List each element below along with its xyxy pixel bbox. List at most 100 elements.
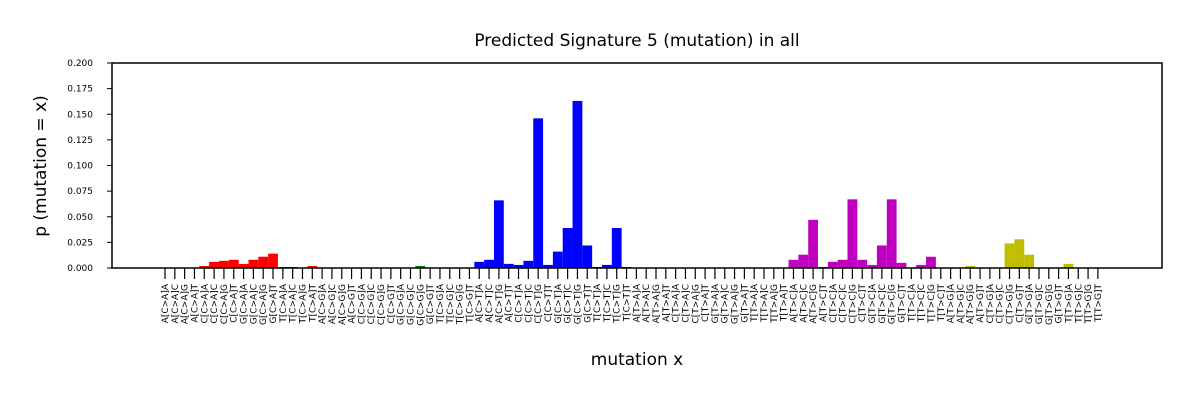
x-tick-label: A[T>C]C [799,284,809,323]
x-tick-label: T[C>T]T [623,284,633,323]
x-axis-label: mutation x [591,350,683,370]
x-tick-label: T[T>A]T [780,284,790,323]
x-tick-label: G[C>T]C [564,284,574,324]
bar-5 [209,261,220,268]
x-tick-label: T[T>C]C [917,284,927,323]
x-tick-label: T[C>A]T [308,283,318,323]
x-tick-label: T[T>A]G [770,284,780,324]
x-tick-label: A[C>A]G [181,284,191,324]
x-tick-label: C[T>G]A [986,283,996,323]
x-tick-label: A[T>A]G [652,284,662,323]
bar-32 [474,261,485,268]
bar-64 [788,259,799,268]
x-tick-label: C[T>A]T [701,283,711,322]
x-tick-label: A[T>A]C [642,284,652,323]
bar-46 [611,228,622,268]
bar-43 [582,245,593,268]
y-axis-label: p (mutation = x) [31,95,51,237]
x-tick-label: G[T>A]G [731,284,741,324]
y-tick-label: 0.075 [67,187,93,197]
x-tick-label: C[C>A]A [200,283,210,323]
x-tick-label: G[C>A]C [249,284,259,324]
x-tick-label: A[C>G]C [328,284,338,324]
bar-35 [503,263,514,268]
x-tick-label: A[C>A]A [161,283,171,323]
x-tick-label: G[T>G]T [1055,284,1065,324]
x-tick-label: T[C>T]C [603,284,613,323]
x-tick-label: G[C>T]T [583,284,593,323]
x-tick-label: C[T>G]G [1006,284,1016,324]
x-tick-label: A[C>T]G [495,284,505,324]
x-tick-label: A[T>G]T [976,284,986,323]
bar-8 [238,263,249,268]
x-tick-label: G[T>G]G [1045,284,1055,325]
x-tick-label: C[T>A]G [691,284,701,324]
bar-88 [1024,254,1035,268]
x-tick-label: G[C>A]T [269,284,279,324]
bar-40 [552,251,563,268]
x-tick-label: C[C>T]A [515,283,525,323]
x-tick-label: T[T>G]C [1074,284,1084,324]
x-tick-label: C[C>G]G [377,284,387,325]
x-ticks-group: A[C>A]A A[C>A]C A[C>A]G A[C>A]T C[C>A]A C[C>A… [161,268,1104,326]
x-tick-label: T[T>A]C [760,284,770,323]
x-tick-label: A[T>C]T [819,283,829,322]
x-tick-label: G[T>A]T [740,284,750,323]
bar-71 [857,259,868,268]
bar-41 [562,228,573,268]
bar-82 [965,265,976,268]
x-tick-label: G[C>G]T [426,284,436,325]
x-tick-label: G[C>T]A [554,283,564,323]
x-tick-label: T[T>G]G [1084,284,1094,325]
x-tick-label: C[C>G]C [367,284,377,324]
y-tick-label: 0.050 [67,213,93,223]
x-tick-label: T[C>T]A [593,283,603,323]
x-tick-label: A[T>A]T [662,284,672,322]
bar-37 [523,260,534,268]
x-tick-label: A[C>T]C [485,284,495,323]
x-tick-label: A[C>G]A [318,283,328,324]
x-tick-label: C[T>A]C [681,284,691,323]
x-tick-label: A[C>T]A [475,283,485,323]
x-tick-label: G[C>T]G [573,284,583,324]
bar-73 [876,245,887,268]
x-tick-label: C[C>A]G [220,284,230,324]
x-tick-label: C[C>T]G [534,284,544,324]
bar-33 [484,259,494,268]
y-tick-label: 0.175 [67,85,93,95]
bar-10 [258,256,269,268]
x-tick-label: A[C>A]C [171,284,181,323]
y-tick-label: 0.200 [67,59,93,69]
plot-frame [111,62,1163,269]
x-tick-label: T[T>G]T [1094,283,1104,323]
bar-42 [572,100,583,269]
y-tick-label: 0.150 [67,110,93,120]
x-tick-label: G[T>G]C [1035,284,1045,324]
x-tick-label: T[C>G]C [446,284,456,325]
bar-68 [827,261,838,268]
x-tick-label: A[C>T]T [505,283,515,322]
x-tick-label: C[C>A]T [230,284,240,323]
x-tick-label: C[T>G]C [996,284,1006,324]
bars-group [189,100,1074,269]
x-tick-label: A[T>G]C [956,284,966,323]
bar-9 [248,259,259,268]
bar-26 [415,265,426,268]
x-tick-label: G[T>G]A [1025,283,1035,324]
x-tick-label: A[T>C]A [789,283,799,323]
x-tick-label: G[C>G]C [407,284,417,325]
x-tick-label: T[T>C]A [907,283,917,323]
bar-11 [268,253,278,268]
x-tick-label: A[C>G]T [348,284,358,324]
bar-75 [896,262,907,269]
bar-77 [916,264,927,268]
bar-34 [493,200,504,268]
bar-15 [307,265,318,268]
bar-45 [601,264,612,268]
chart-title: Predicted Signature 5 (mutation) in all [474,31,799,51]
x-tick-label: T[C>A]G [298,284,308,325]
bar-65 [798,254,809,268]
x-tick-label: C[C>G]T [387,284,397,324]
bar-4 [199,265,210,268]
